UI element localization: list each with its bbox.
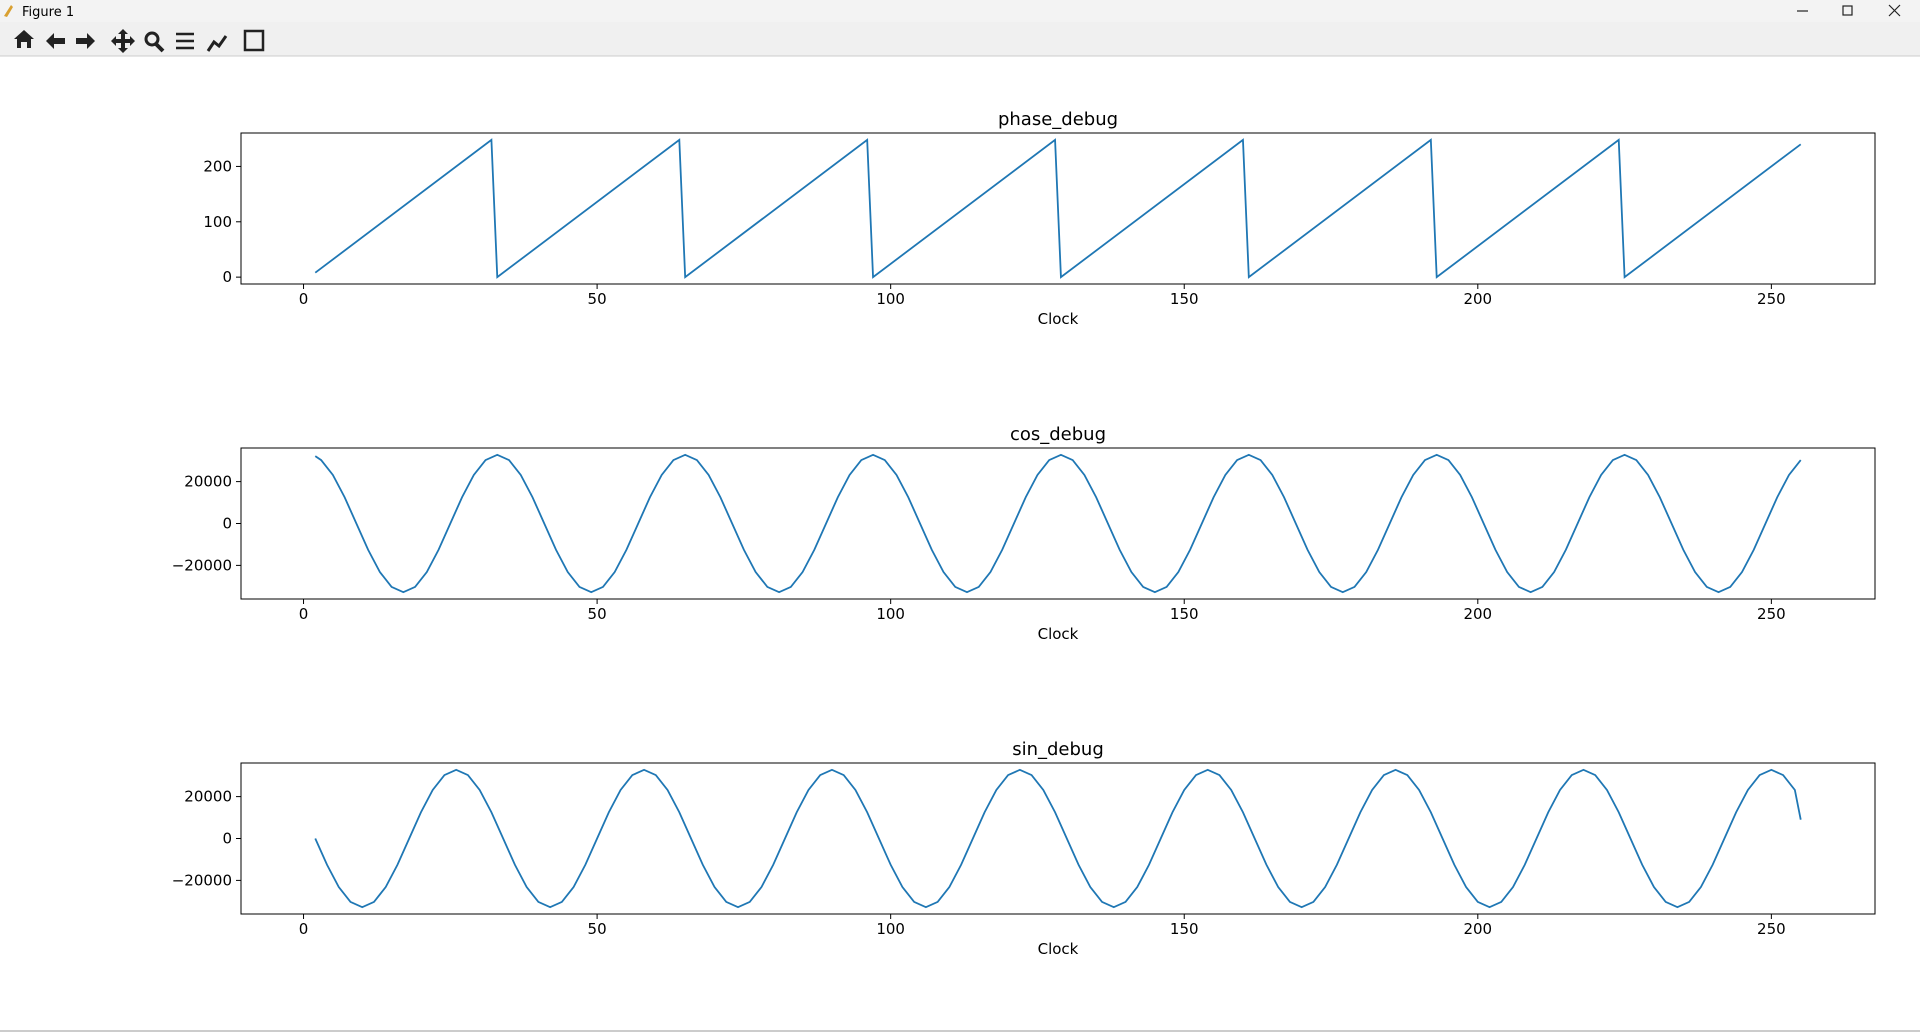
zoom-handle: [154, 42, 165, 53]
x-tick-label: 150: [1170, 920, 1199, 938]
toolbar: [0, 22, 1920, 56]
y-tick-label: −20000: [172, 871, 232, 889]
restore-button[interactable]: [1842, 5, 1853, 16]
x-tick-label: 0: [299, 605, 309, 623]
x-tick-label: 0: [299, 920, 309, 938]
chart-title: cos_debug: [1010, 424, 1106, 445]
chart-title: phase_debug: [998, 109, 1118, 130]
close-button[interactable]: [1888, 4, 1901, 17]
x-tick-label: 50: [588, 290, 607, 308]
y-tick-label: 0: [222, 268, 232, 286]
x-tick-label: 250: [1757, 605, 1786, 623]
x-tick-label: 150: [1170, 605, 1199, 623]
y-tick-label: −20000: [172, 556, 232, 574]
y-tick-label: 20000: [184, 473, 232, 491]
pan-button[interactable]: [111, 29, 135, 53]
x-axis-label: Clock: [1038, 310, 1079, 328]
y-tick-label: 200: [203, 157, 232, 175]
x-tick-label: 100: [876, 920, 905, 938]
y-tick-label: 0: [222, 830, 232, 848]
y-tick-label: 20000: [184, 788, 232, 806]
home-button[interactable]: [14, 30, 34, 48]
window-title: Figure 1: [22, 5, 74, 20]
data-line: [314, 768, 1802, 909]
back-button[interactable]: [46, 33, 65, 49]
x-tick-label: 50: [588, 920, 607, 938]
x-tick-label: 200: [1463, 605, 1492, 623]
axes-frame: [240, 447, 1876, 600]
x-tick-label: 50: [588, 605, 607, 623]
axes-frame: [240, 132, 1876, 285]
chart-title: sin_debug: [1012, 739, 1104, 760]
data-line: [314, 138, 1802, 279]
y-tick-label: 100: [203, 213, 232, 231]
x-tick-label: 200: [1463, 290, 1492, 308]
x-tick-label: 0: [299, 290, 309, 308]
axes-frame: [240, 762, 1876, 915]
app-icon: [4, 5, 13, 17]
x-tick-label: 250: [1757, 290, 1786, 308]
save-button[interactable]: [243, 29, 265, 52]
x-tick-label: 100: [876, 605, 905, 623]
x-tick-label: 100: [876, 290, 905, 308]
x-tick-label: 150: [1170, 290, 1199, 308]
x-tick-label: 250: [1757, 920, 1786, 938]
data-line: [314, 453, 1802, 594]
axes-edit-button[interactable]: [206, 35, 228, 52]
x-tick-label: 200: [1463, 920, 1492, 938]
x-axis-label: Clock: [1038, 940, 1079, 958]
zoom-button[interactable]: [144, 31, 160, 47]
forward-button[interactable]: [76, 33, 95, 49]
title-bar: [0, 0, 1920, 22]
configure-button[interactable]: [176, 32, 194, 50]
x-axis-label: Clock: [1038, 625, 1079, 643]
y-tick-label: 0: [222, 515, 232, 533]
